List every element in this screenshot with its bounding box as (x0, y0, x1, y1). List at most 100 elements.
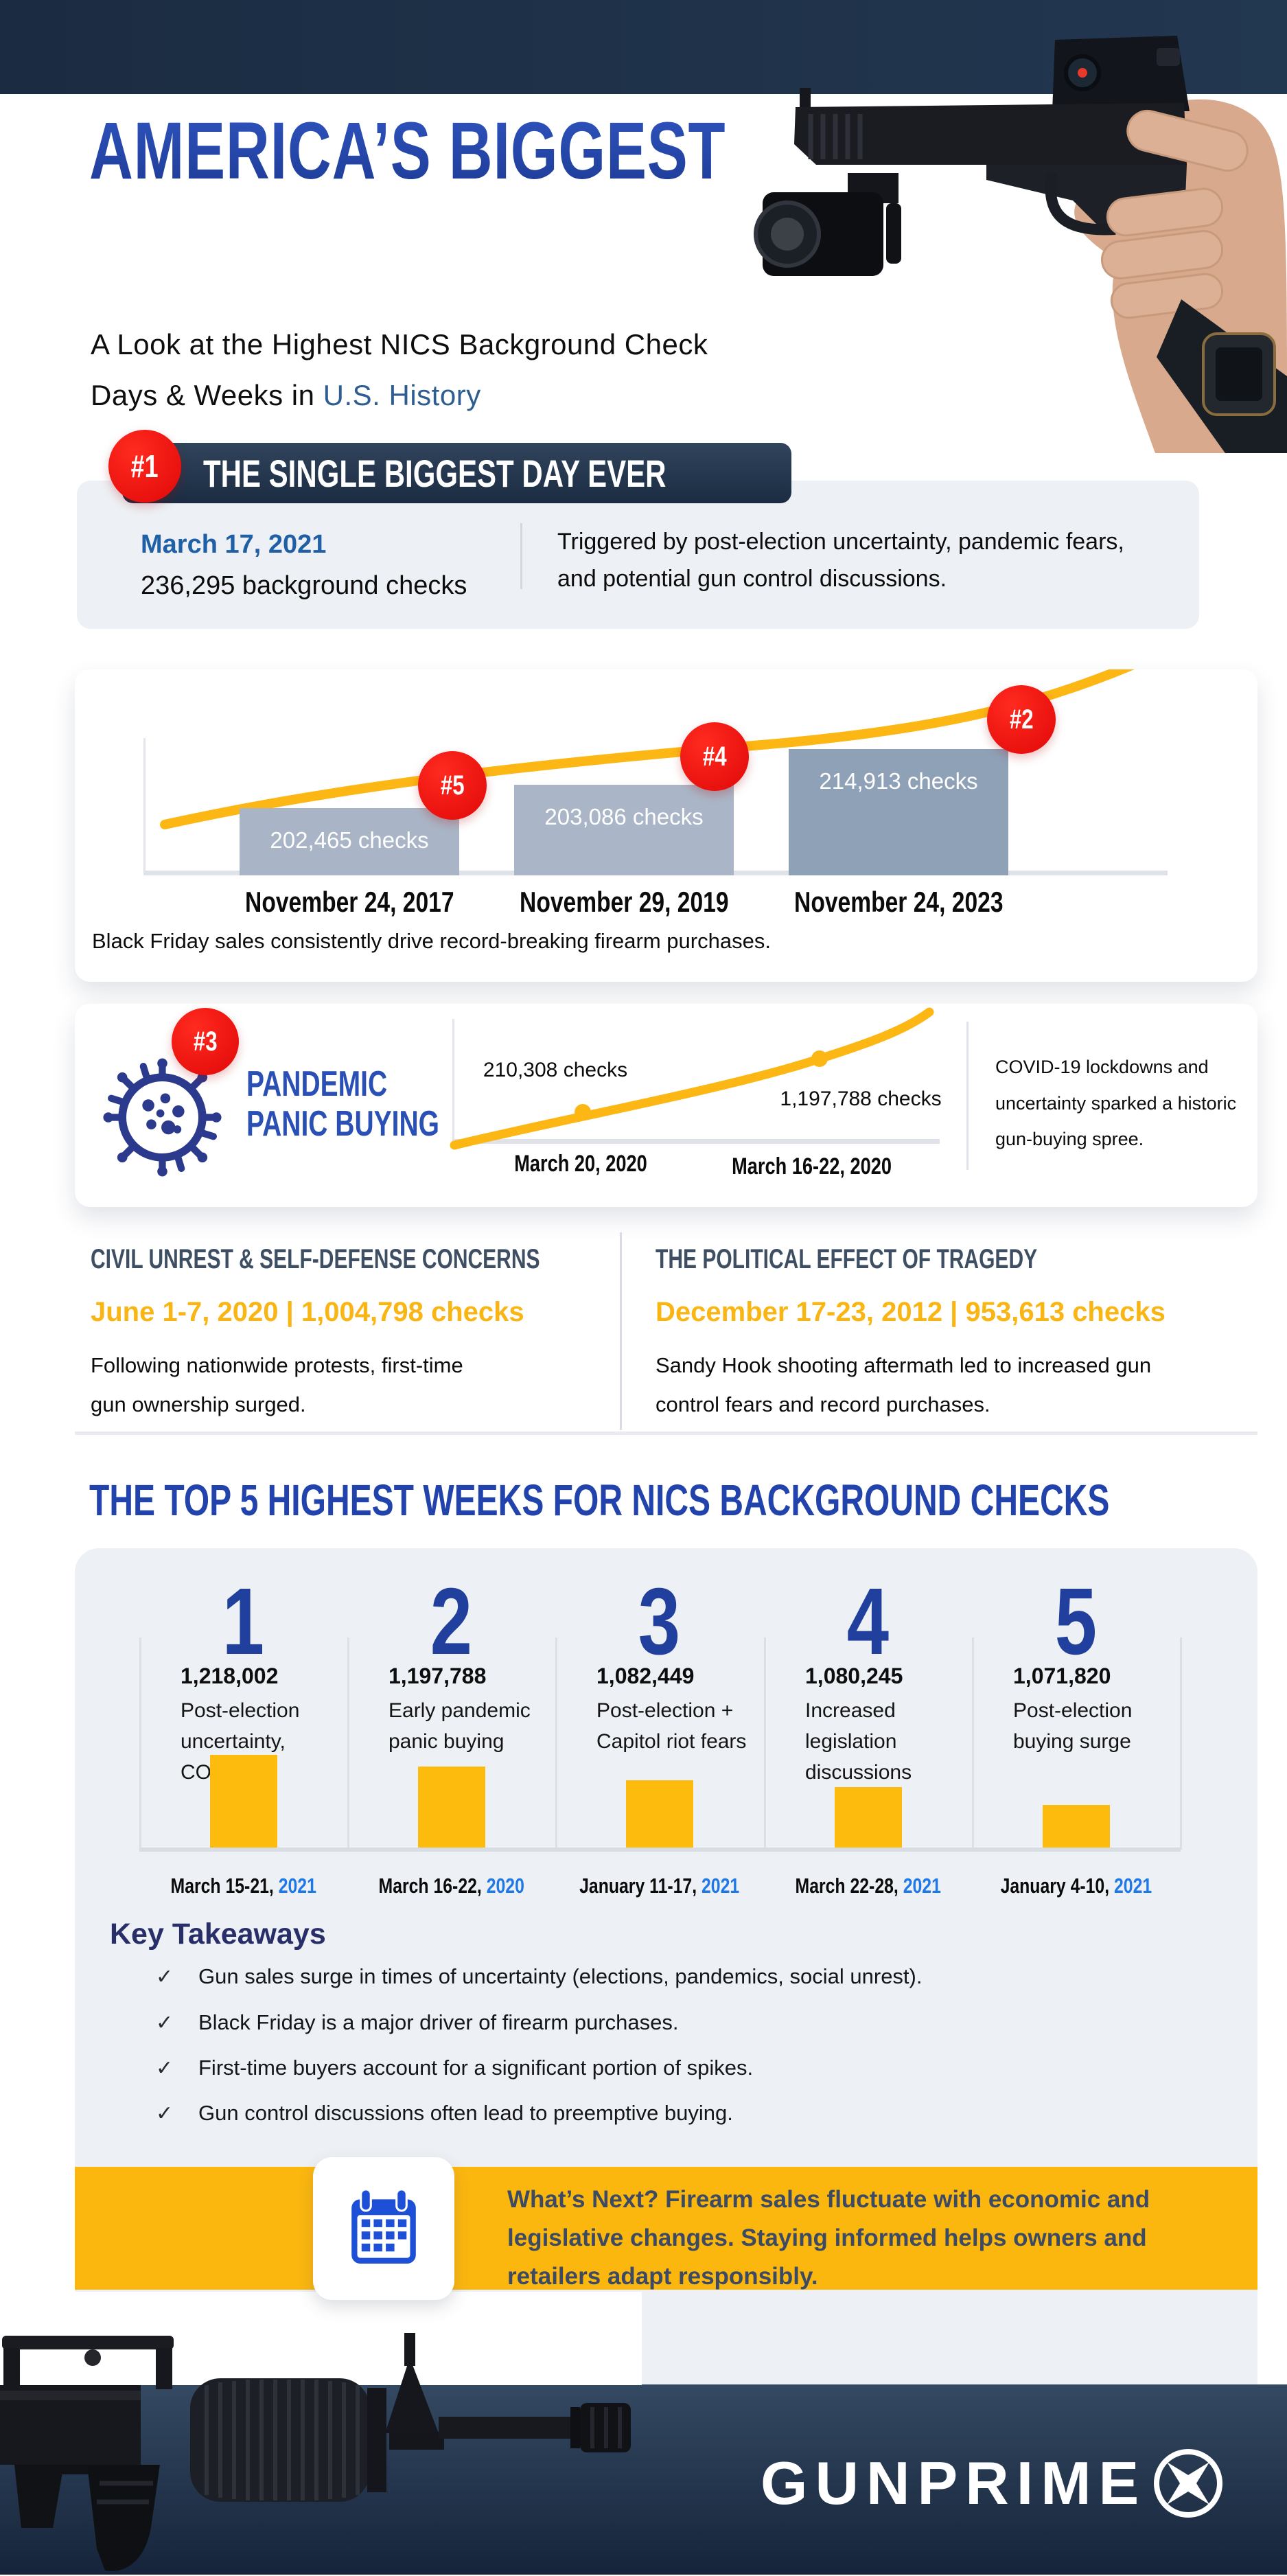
week-desc: Early pandemic panic buying (389, 1699, 531, 1753)
rank-badge-5: #5 (418, 751, 487, 820)
pandemic-point1-date: March 20, 2020 (514, 1151, 647, 1177)
rank-number-4: 4 (846, 1569, 890, 1675)
black-friday-caption: Black Friday sales consistently drive re… (92, 929, 771, 953)
pandemic-line (450, 1007, 934, 1150)
pistol-hand-photo (754, 36, 1287, 453)
brand-name: GUNPRIME (761, 2449, 1147, 2517)
single-biggest-day-date: March 17, 2021 (141, 530, 327, 559)
week-date: March 15-21, 2021 (170, 1874, 316, 1898)
event-title: CIVIL UNREST & SELF-DEFENSE CONCERNS (91, 1244, 540, 1274)
week-desc: Increased legislation discussions (805, 1699, 912, 1784)
bar-2017-date: November 24, 2017 (244, 886, 454, 918)
bar-2023-date: November 24, 2023 (793, 886, 1004, 918)
week-date: March 16-22, 2020 (378, 1874, 524, 1898)
column-line (1180, 1637, 1182, 1850)
bar-2023-label: 214,913 checks (819, 768, 978, 794)
week-date: March 22-28, 2021 (795, 1874, 941, 1898)
pandemic-title: PANDEMIC PANIC BUYING (246, 1064, 439, 1145)
top5-heading: THE TOP 5 HIGHEST WEEKS FOR NICS BACKGRO… (89, 1475, 1110, 1525)
event-desc: Following nationwide protests, first-tim… (91, 1353, 463, 1417)
section-separator (75, 1431, 1257, 1435)
column-line (347, 1637, 349, 1850)
takeaway-item: ✓ Black Friday is a major driver of firea… (156, 2010, 679, 2034)
single-biggest-day-desc: Triggered by post-election uncertainty, … (557, 529, 1124, 593)
pandemic-y-axis (452, 1019, 454, 1141)
brand-logo: GUNPRIME (761, 2446, 1226, 2521)
single-biggest-day-title: THE SINGLE BIGGEST DAY EVER (203, 451, 666, 495)
rank-badge-1: #1 (108, 430, 181, 503)
whats-next-text: What’s Next? Firearm sales fluctuate wit… (507, 2186, 1150, 2290)
bar-2023: 214,913 checks (789, 749, 1008, 875)
event-title: THE POLITICAL EFFECT OF TRAGEDY (656, 1244, 1038, 1274)
week-date: January 4-10, 2021 (1000, 1874, 1152, 1898)
brand-x-icon (1154, 2449, 1223, 2518)
subtitle-accent: U.S. History (323, 379, 481, 411)
rank-number-1: 1 (222, 1569, 265, 1675)
event-civil-unrest: CIVIL UNREST & SELF-DEFENSE CONCERNS Jun… (91, 1244, 690, 1425)
week-date: January 11-17, 2021 (579, 1874, 740, 1898)
key-takeaways-heading: Key Takeaways (110, 1918, 326, 1951)
check-icon: ✓ (156, 2012, 174, 2034)
event-desc: Sandy Hook shooting aftermath led to inc… (656, 1353, 1152, 1417)
pandemic-desc: COVID-19 lockdowns and uncertainty spark… (995, 1057, 1237, 1150)
column-line (555, 1637, 557, 1850)
rank-badge-4: #4 (680, 722, 749, 791)
vertical-divider (966, 1022, 969, 1170)
chart-baseline (139, 1848, 1181, 1852)
week-bar-2 (418, 1767, 485, 1848)
week-value: 1,197,788 (389, 1664, 487, 1688)
bar-2019-label: 203,086 checks (544, 804, 704, 829)
rank-number-5: 5 (1054, 1569, 1098, 1675)
week-value: 1,082,449 (596, 1664, 695, 1688)
week-bar-4 (835, 1787, 902, 1848)
bar-2019: 203,086 checks (514, 785, 734, 875)
vertical-divider (520, 523, 522, 589)
check-icon: ✓ (156, 1966, 174, 1988)
pandemic-point2-date: March 16-22, 2020 (732, 1153, 892, 1180)
single-biggest-day-bar: THE SINGLE BIGGEST DAY EVER (122, 443, 791, 503)
week-bar-1 (210, 1755, 277, 1848)
bar-2017: 202,465 checks (240, 808, 459, 875)
check-icon: ✓ (156, 2057, 174, 2080)
whats-next-banner: What’s Next? Firearm sales fluctuate wit… (75, 2167, 1257, 2290)
week-value: 1,218,002 (181, 1664, 279, 1688)
takeaway-item: ✓ Gun control discussions often lead to p… (156, 2101, 733, 2125)
week-value: 1,080,245 (805, 1664, 903, 1688)
single-biggest-day-stat: 236,295 background checks (141, 571, 467, 600)
rank-badge-3: #3 (172, 1008, 239, 1075)
page-title-line1: AMERICA’S BIGGEST (89, 106, 726, 196)
takeaway-item: ✓ First-time buyers account for a signifi… (156, 2056, 754, 2080)
bar-2017-label: 202,465 checks (270, 827, 429, 853)
week-bar-5 (1043, 1805, 1110, 1848)
pandemic-point1-label: 210,308 checks (483, 1059, 628, 1081)
pandemic-point2-label: 1,197,788 checks (780, 1088, 942, 1110)
week-desc: Post-election buying surge (1013, 1699, 1133, 1753)
subtitle-line2: Days & Weeks in U.S. History (91, 379, 481, 412)
rank-number-3: 3 (638, 1569, 681, 1675)
bar-2019-date: November 29, 2019 (519, 886, 729, 918)
check-icon: ✓ (156, 2102, 174, 2125)
rank-number-2: 2 (430, 1569, 473, 1675)
week-desc: Post-election + Capitol riot fears (596, 1699, 747, 1753)
event-stat: June 1-7, 2020 | 1,004,798 checks (91, 1297, 524, 1327)
pandemic-x-axis (452, 1139, 940, 1144)
column-line (139, 1637, 141, 1850)
column-line (972, 1637, 974, 1850)
week-bar-3 (626, 1780, 693, 1848)
week-value: 1,071,820 (1013, 1664, 1111, 1688)
black-friday-card: 202,465 checks 203,086 checks 214,913 ch… (75, 669, 1257, 982)
pandemic-card: #3 PANDEMIC PANIC BUYING 210,308 checks (75, 1004, 1257, 1207)
calendar-icon-box (313, 2157, 454, 2300)
calendar-icon (351, 2189, 416, 2264)
top5-card: 1 2 3 4 5 1,218,002 1,197,788 1,082,449 … (75, 1548, 1257, 2384)
vertical-divider (620, 1232, 622, 1430)
column-line (764, 1637, 766, 1850)
rank-badge-2: #2 (987, 685, 1056, 754)
takeaway-item: ✓ Gun sales surge in times of uncertainty… (156, 1964, 923, 1988)
rifle-photo (0, 2333, 631, 2571)
event-tragedy: THE POLITICAL EFFECT OF TRAGEDY December… (656, 1244, 1177, 1425)
chart-y-axis (143, 738, 146, 873)
subtitle-line1: A Look at the Highest NICS Background Ch… (91, 328, 708, 360)
single-biggest-day-card: March 17, 2021 236,295 background checks… (77, 481, 1199, 629)
event-stat: December 17-23, 2012 | 953,613 checks (656, 1297, 1166, 1327)
